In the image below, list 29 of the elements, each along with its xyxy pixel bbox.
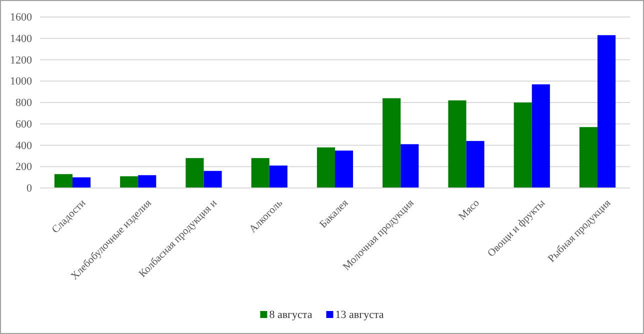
y-tick-label: 800	[16, 97, 32, 110]
bar	[120, 176, 138, 188]
bar	[598, 35, 616, 188]
y-tick-label: 1200	[10, 54, 32, 66]
bar	[316, 147, 335, 188]
bar	[532, 84, 550, 188]
y-tick-label: 200	[16, 161, 32, 174]
bar	[54, 174, 72, 188]
y-tick-label: 400	[16, 140, 32, 152]
y-tick-label: 1400	[10, 32, 32, 45]
y-tick-label: 0	[26, 182, 32, 195]
bar	[335, 150, 354, 188]
bar	[448, 100, 466, 188]
bar	[579, 127, 598, 188]
bar	[251, 158, 270, 188]
bar	[269, 166, 288, 188]
bar	[382, 98, 401, 188]
bar	[186, 158, 204, 188]
legend-label: 8 августа	[269, 309, 312, 321]
y-tick-label: 600	[16, 118, 32, 130]
y-tick-label: 1600	[10, 12, 32, 24]
bar	[138, 175, 156, 188]
bar	[514, 102, 532, 188]
y-tick-label: 1000	[10, 76, 32, 88]
bar	[204, 170, 222, 188]
bar	[72, 177, 91, 188]
bar	[400, 144, 419, 188]
bar	[466, 140, 484, 188]
legend-label: 13 августа	[335, 309, 384, 321]
